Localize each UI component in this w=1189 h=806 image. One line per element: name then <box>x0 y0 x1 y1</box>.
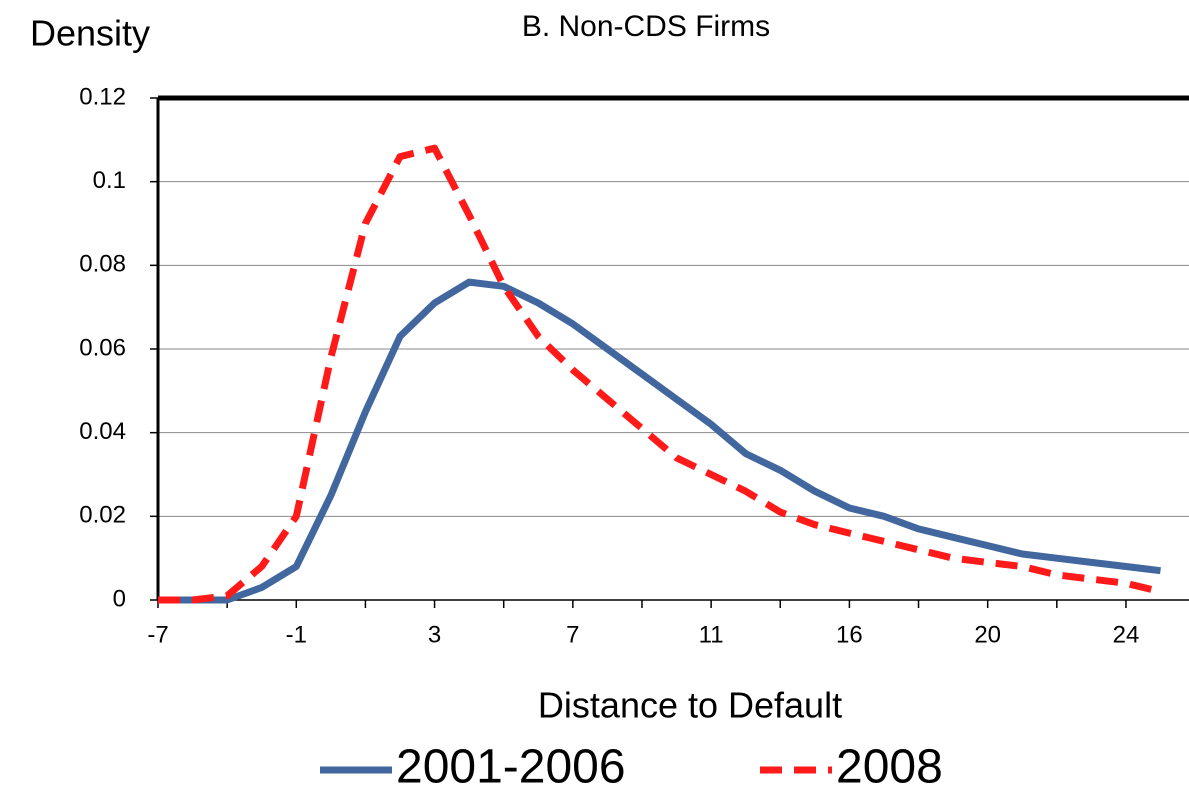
y-tick-label: 0.06 <box>79 334 126 361</box>
chart-title: B. Non-CDS Firms <box>522 10 770 43</box>
y-tick-label: 0.02 <box>79 502 126 529</box>
y-tick-label: 0.04 <box>79 418 126 445</box>
y-tick-label: 0.1 <box>93 167 126 194</box>
y-tick-label: 0.12 <box>79 83 126 110</box>
series-line <box>158 278 1161 604</box>
x-tick-label: 3 <box>428 621 441 648</box>
x-tick-label: 11 <box>699 621 724 648</box>
legend-label: 2008 <box>836 741 943 794</box>
x-tick-label: 24 <box>1113 621 1140 648</box>
y-axis-label: Density <box>30 13 150 54</box>
x-tick-label: 20 <box>974 621 1001 648</box>
x-tick-label: 7 <box>566 621 579 648</box>
x-tick-label: -7 <box>147 621 168 648</box>
x-tick-label: -1 <box>286 621 307 648</box>
legend-label: 2001-2006 <box>396 741 626 794</box>
y-tick-label: 0.08 <box>79 251 126 278</box>
x-axis-label: Distance to Default <box>538 685 842 726</box>
y-tick-label: 0 <box>113 585 126 612</box>
x-tick-label: 16 <box>836 621 863 648</box>
series-line <box>158 144 1162 604</box>
